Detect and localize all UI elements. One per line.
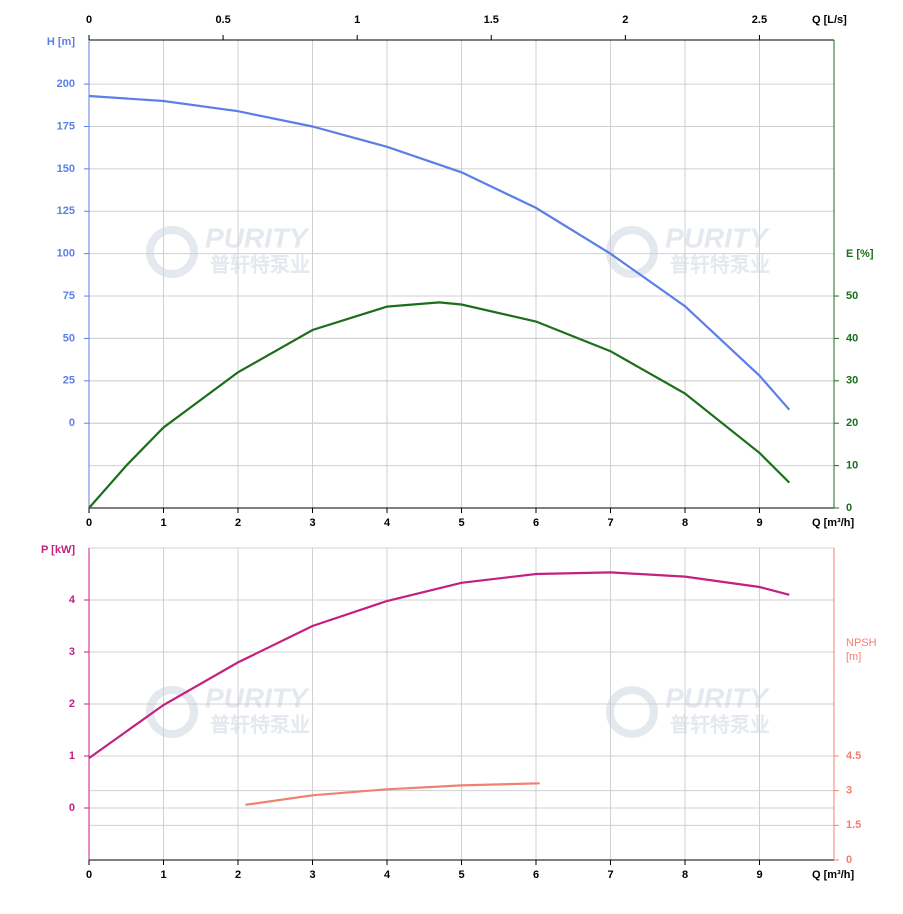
watermark: 普轩特泵业	[670, 252, 770, 276]
watermark: PURITY	[205, 222, 310, 253]
watermark: PURITY	[665, 682, 770, 713]
x-tick-label: 9	[756, 869, 762, 881]
y2-tick-label: 0	[846, 502, 852, 514]
x2-tick-label: 1	[354, 14, 360, 26]
y2-axis-label: NPSH [m]	[846, 637, 877, 663]
x2-tick-label: 2.5	[752, 14, 767, 26]
y-tick-label: 100	[57, 248, 75, 260]
y-tick-label: 4	[69, 594, 76, 606]
watermark: PURITY	[205, 682, 310, 713]
watermark-logo	[606, 686, 658, 738]
watermark: PURITY	[665, 222, 770, 253]
x-tick-label: 3	[309, 517, 315, 529]
x-axis-label: Q [m³/h]	[812, 869, 854, 881]
x-tick-label: 4	[384, 869, 391, 881]
x2-axis-label: Q [L/s]	[812, 14, 847, 26]
y-tick-label: 0	[69, 417, 75, 429]
x-axis-label: Q [m³/h]	[812, 517, 854, 529]
watermark: 普轩特泵业	[210, 712, 310, 736]
y2-tick-label: 1.5	[846, 819, 861, 831]
y-tick-label: 125	[57, 205, 75, 217]
x-tick-label: 7	[607, 517, 613, 529]
x-tick-label: 9	[756, 517, 762, 529]
watermark-logo	[146, 226, 198, 278]
y-tick-label: 75	[63, 290, 75, 302]
y2-tick-label: 50	[846, 290, 858, 302]
y2-tick-label: 20	[846, 417, 858, 429]
y-tick-label: 2	[69, 698, 75, 710]
x-tick-label: 2	[235, 869, 241, 881]
x2-tick-label: 0	[86, 14, 92, 26]
x-tick-label: 0	[86, 517, 92, 529]
x2-tick-label: 1.5	[484, 14, 499, 26]
x-tick-label: 1	[160, 869, 166, 881]
y2-tick-label: 3	[846, 785, 852, 797]
x-tick-label: 8	[682, 517, 688, 529]
y2-tick-label: 0	[846, 854, 852, 866]
y2-tick-label: 30	[846, 375, 858, 387]
x-tick-label: 1	[160, 517, 166, 529]
y-tick-label: 200	[57, 78, 75, 90]
x-tick-label: 6	[533, 869, 539, 881]
curve	[245, 782, 540, 806]
x-tick-label: 5	[458, 517, 464, 529]
y2-axis-label: E [%]	[846, 248, 874, 260]
curve	[88, 94, 791, 411]
y-tick-label: 50	[63, 332, 75, 344]
x-tick-label: 7	[607, 869, 613, 881]
x-tick-label: 4	[384, 517, 391, 529]
y-axis-label: H [m]	[47, 36, 75, 48]
x-tick-label: 0	[86, 869, 92, 881]
y2-tick-label: 40	[846, 332, 858, 344]
y-axis-label: P [kW]	[41, 544, 75, 556]
x-tick-label: 2	[235, 517, 241, 529]
y-tick-label: 175	[57, 120, 75, 132]
y-tick-label: 3	[69, 646, 75, 658]
x2-tick-label: 0.5	[215, 14, 230, 26]
x-tick-label: 8	[682, 869, 688, 881]
watermark: 普轩特泵业	[670, 712, 770, 736]
curve	[88, 301, 791, 509]
y-tick-label: 1	[69, 750, 75, 762]
y-tick-label: 150	[57, 163, 75, 175]
x-tick-label: 6	[533, 517, 539, 529]
x-tick-label: 3	[309, 869, 315, 881]
y2-tick-label: 4.5	[846, 750, 861, 762]
y-tick-label: 25	[63, 375, 75, 387]
y-tick-label: 0	[69, 802, 75, 814]
watermark: 普轩特泵业	[210, 252, 310, 276]
x-tick-label: 5	[458, 869, 464, 881]
watermark-logo	[606, 226, 658, 278]
watermark-logo	[146, 686, 198, 738]
x2-tick-label: 2	[622, 14, 628, 26]
y2-tick-label: 10	[846, 460, 858, 472]
curve	[88, 571, 790, 759]
